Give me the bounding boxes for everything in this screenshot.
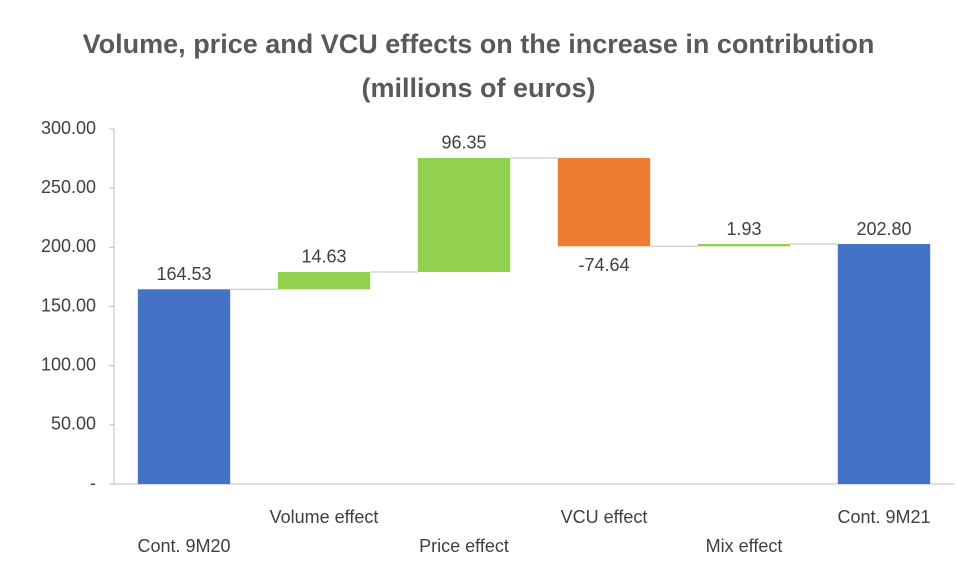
value-label: 14.63 (301, 247, 346, 267)
x-tick-label: Volume effect (270, 507, 379, 527)
y-tick-label: 100.00 (41, 354, 96, 374)
x-tick-label: Cont. 9M20 (137, 536, 230, 556)
x-tick-label: Price effect (419, 536, 509, 556)
bar (277, 271, 371, 290)
value-label: 202.80 (856, 219, 911, 239)
bar (137, 289, 231, 484)
bar (697, 244, 791, 247)
y-tick-label: 150.00 (41, 295, 96, 315)
y-tick-label: - (90, 473, 96, 493)
x-tick-label: VCU effect (561, 507, 648, 527)
x-tick-label: Mix effect (706, 536, 783, 556)
bar (417, 157, 511, 272)
value-label: 1.93 (726, 219, 761, 239)
value-label: 96.35 (441, 133, 486, 153)
y-tick-label: 200.00 (41, 236, 96, 256)
value-label: -74.64 (578, 255, 629, 275)
value-label: 164.53 (156, 264, 211, 284)
y-tick-label: 300.00 (41, 118, 96, 138)
y-tick-label: 50.00 (51, 414, 96, 434)
x-tick-label: Cont. 9M21 (837, 507, 930, 527)
y-tick-label: 250.00 (41, 177, 96, 197)
chart-title: Volume, price and VCU effects on the inc… (82, 29, 875, 103)
bar (557, 157, 651, 247)
bar (837, 244, 931, 484)
